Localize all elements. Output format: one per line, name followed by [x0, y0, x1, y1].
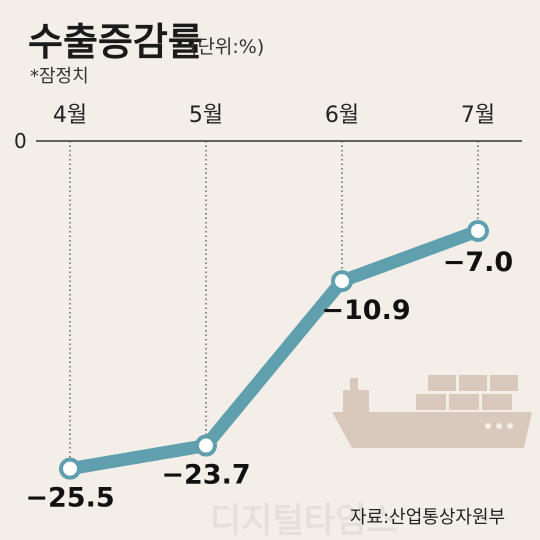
watermark: 디지털타임스 [210, 501, 398, 540]
series-line-group [63, 224, 485, 476]
x-tick-label: 7월 [461, 103, 495, 128]
data-label: −7.0 [443, 247, 513, 278]
chart-title: 수출증감률 [28, 20, 203, 64]
provisional-note: *잠정치 [30, 66, 89, 87]
data-point [467, 219, 489, 242]
x-tick-label: 6월 [325, 103, 359, 128]
data-label: −23.7 [161, 460, 250, 491]
data-point [59, 457, 81, 480]
x-tick-label: 4월 [53, 103, 87, 128]
cargo-ship-icon [332, 375, 532, 448]
series-line [63, 224, 485, 476]
data-label: −25.5 [25, 483, 114, 514]
data-label: −10.9 [321, 295, 410, 326]
month-labels: 4월 5월 6월 7월 [53, 103, 495, 128]
value-labels: −25.5 −23.7 −10.9 −7.0 [25, 247, 513, 514]
ship-portholes [485, 423, 513, 429]
y-tick-label-0: 0 [14, 129, 27, 153]
data-point [195, 434, 217, 457]
drop-lines [69, 141, 479, 469]
x-tick-label: 5월 [189, 103, 223, 128]
source-label: 자료:산업통상자원부 [350, 507, 505, 528]
data-points [59, 219, 489, 480]
unit-label: (단위:%) [190, 36, 264, 58]
data-point [331, 270, 353, 293]
